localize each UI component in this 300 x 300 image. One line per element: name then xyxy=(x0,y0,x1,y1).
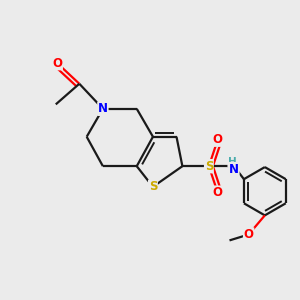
Text: N: N xyxy=(229,163,239,176)
Text: H: H xyxy=(228,157,237,167)
Text: N: N xyxy=(98,102,108,115)
Text: O: O xyxy=(213,186,223,199)
Text: O: O xyxy=(52,57,62,70)
Text: O: O xyxy=(244,228,254,241)
Text: S: S xyxy=(205,160,213,173)
Text: O: O xyxy=(213,133,223,146)
Text: S: S xyxy=(149,180,157,193)
